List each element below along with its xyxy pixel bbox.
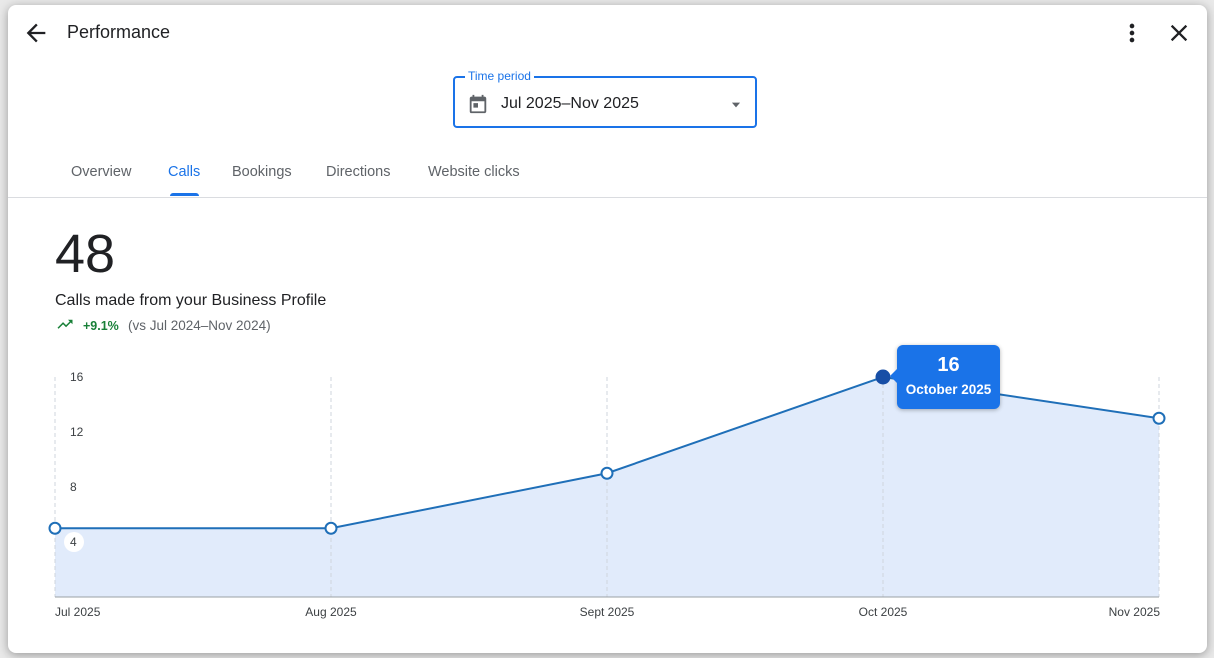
dropdown-arrow-icon: [731, 102, 741, 108]
calls-chart: 16 12 8 4 Jul 2025 Aug 2025 Sept 2025 Oct 2025 N…: [48, 369, 1166, 619]
back-button[interactable]: [22, 19, 50, 47]
tooltip-month: October 2025: [905, 382, 992, 397]
total-calls-value: 48: [55, 224, 116, 284]
x-tick-label-0: Jul 2025: [55, 605, 101, 619]
x-tick-label-2: Sept 2025: [580, 605, 635, 619]
trend-comparison: (vs Jul 2024–Nov 2024): [128, 318, 271, 333]
data-point-3: [875, 369, 891, 385]
active-tab-indicator: [170, 193, 199, 196]
x-tick-label-4: Nov 2025: [1109, 605, 1161, 619]
y-tick-label-8: 8: [70, 480, 77, 494]
tab-calls[interactable]: Calls: [168, 164, 201, 180]
tab-bar: Overview Calls Bookings Directions Websi…: [8, 155, 1207, 198]
tab-bookings[interactable]: Bookings: [232, 164, 292, 180]
tab-directions[interactable]: Directions: [326, 164, 391, 180]
close-button[interactable]: [1165, 19, 1193, 47]
y-tick-label-12: 12: [70, 425, 84, 439]
y-tick-label-16: 16: [70, 370, 84, 384]
trend-percentage: +9.1%: [83, 319, 119, 333]
time-period-value: Jul 2025–Nov 2025: [501, 95, 639, 112]
chart-tooltip: 16 October 2025: [890, 345, 1000, 409]
data-point-2: [600, 466, 614, 480]
y-tick-bg-4: [64, 532, 84, 552]
tooltip-value: 16: [937, 354, 960, 376]
time-period-label: Time period: [465, 69, 534, 83]
more-options-button[interactable]: [1118, 19, 1146, 47]
x-tick-label-3: Oct 2025: [859, 605, 908, 619]
y-tick-label-4: 4: [70, 535, 77, 549]
series-area: [55, 377, 1159, 597]
arrow-back-icon: [26, 23, 46, 43]
trending-up-icon: [57, 319, 73, 329]
data-point-0: [48, 521, 62, 535]
data-point-1: [324, 521, 338, 535]
page-title: Performance: [67, 22, 171, 42]
tab-overview[interactable]: Overview: [71, 164, 132, 180]
time-period-select[interactable]: Time period Jul 2025–Nov 2025: [453, 69, 757, 128]
metric-label: Calls made from your Business Profile: [55, 292, 327, 309]
data-point-4: [1152, 411, 1166, 425]
tab-website-clicks[interactable]: Website clicks: [428, 164, 520, 180]
calendar-icon: [469, 94, 487, 114]
close-icon: [1170, 24, 1188, 42]
more-vert-icon: [1129, 23, 1135, 43]
performance-dialog: Performance Time period Jul 2025–Nov 202…: [8, 5, 1207, 653]
x-tick-label-1: Aug 2025: [305, 605, 357, 619]
